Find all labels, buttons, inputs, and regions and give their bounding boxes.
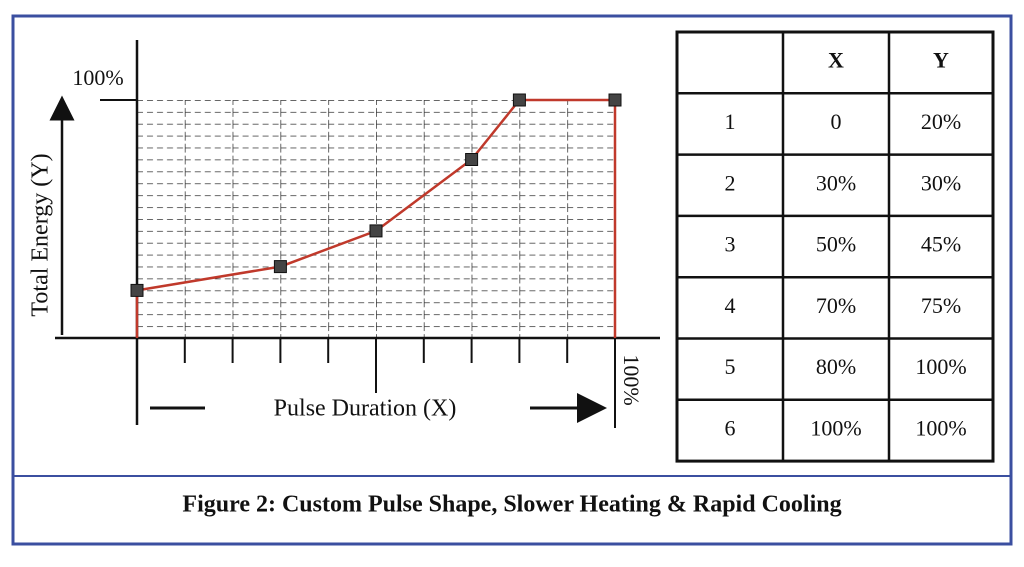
table-cell: 75% (921, 293, 961, 318)
table-cell: 45% (921, 232, 961, 257)
table-header: Y (933, 48, 949, 73)
table-cell: 50% (816, 232, 856, 257)
point (608, 93, 622, 107)
x-tick-label: 100% (619, 354, 644, 405)
table-border (675, 30, 995, 463)
table: X Y 1 0 20% 2 30% 30% 3 50% 45% 4 70% 75% 5 80% 100% 6 100… (675, 30, 995, 463)
table-cell: 30% (921, 170, 961, 195)
point (130, 283, 144, 297)
table-cell: 1 (725, 109, 736, 134)
series-line (136, 98, 615, 292)
table-cell: 100% (810, 415, 861, 440)
table-cell: 3 (725, 232, 736, 257)
table-cell: 2 (725, 170, 736, 195)
point (512, 93, 526, 107)
y-tick-label: 100% (72, 65, 123, 90)
table-cell: 100% (915, 415, 966, 440)
y-axis-label: Total Energy (Y) (28, 153, 54, 316)
x-axis-label: Pulse Duration (X) (274, 396, 457, 422)
table-cell: 20% (921, 109, 961, 134)
point (273, 260, 287, 274)
table-cell: 4 (725, 293, 736, 318)
table-cell: 0 (831, 109, 842, 134)
caption: Figure 2: Custom Pulse Shape, Slower Hea… (182, 492, 841, 518)
table-cell: 6 (725, 415, 736, 440)
point (369, 224, 383, 238)
grid (137, 100, 615, 338)
table-header: X (828, 48, 844, 73)
plot (137, 100, 616, 393)
table-cell: 5 (725, 354, 736, 379)
table-cell: 80% (816, 354, 856, 379)
table-cell: 30% (816, 170, 856, 195)
table-cell: 70% (816, 293, 856, 318)
point (465, 153, 479, 166)
table-cell: 100% (915, 354, 966, 379)
